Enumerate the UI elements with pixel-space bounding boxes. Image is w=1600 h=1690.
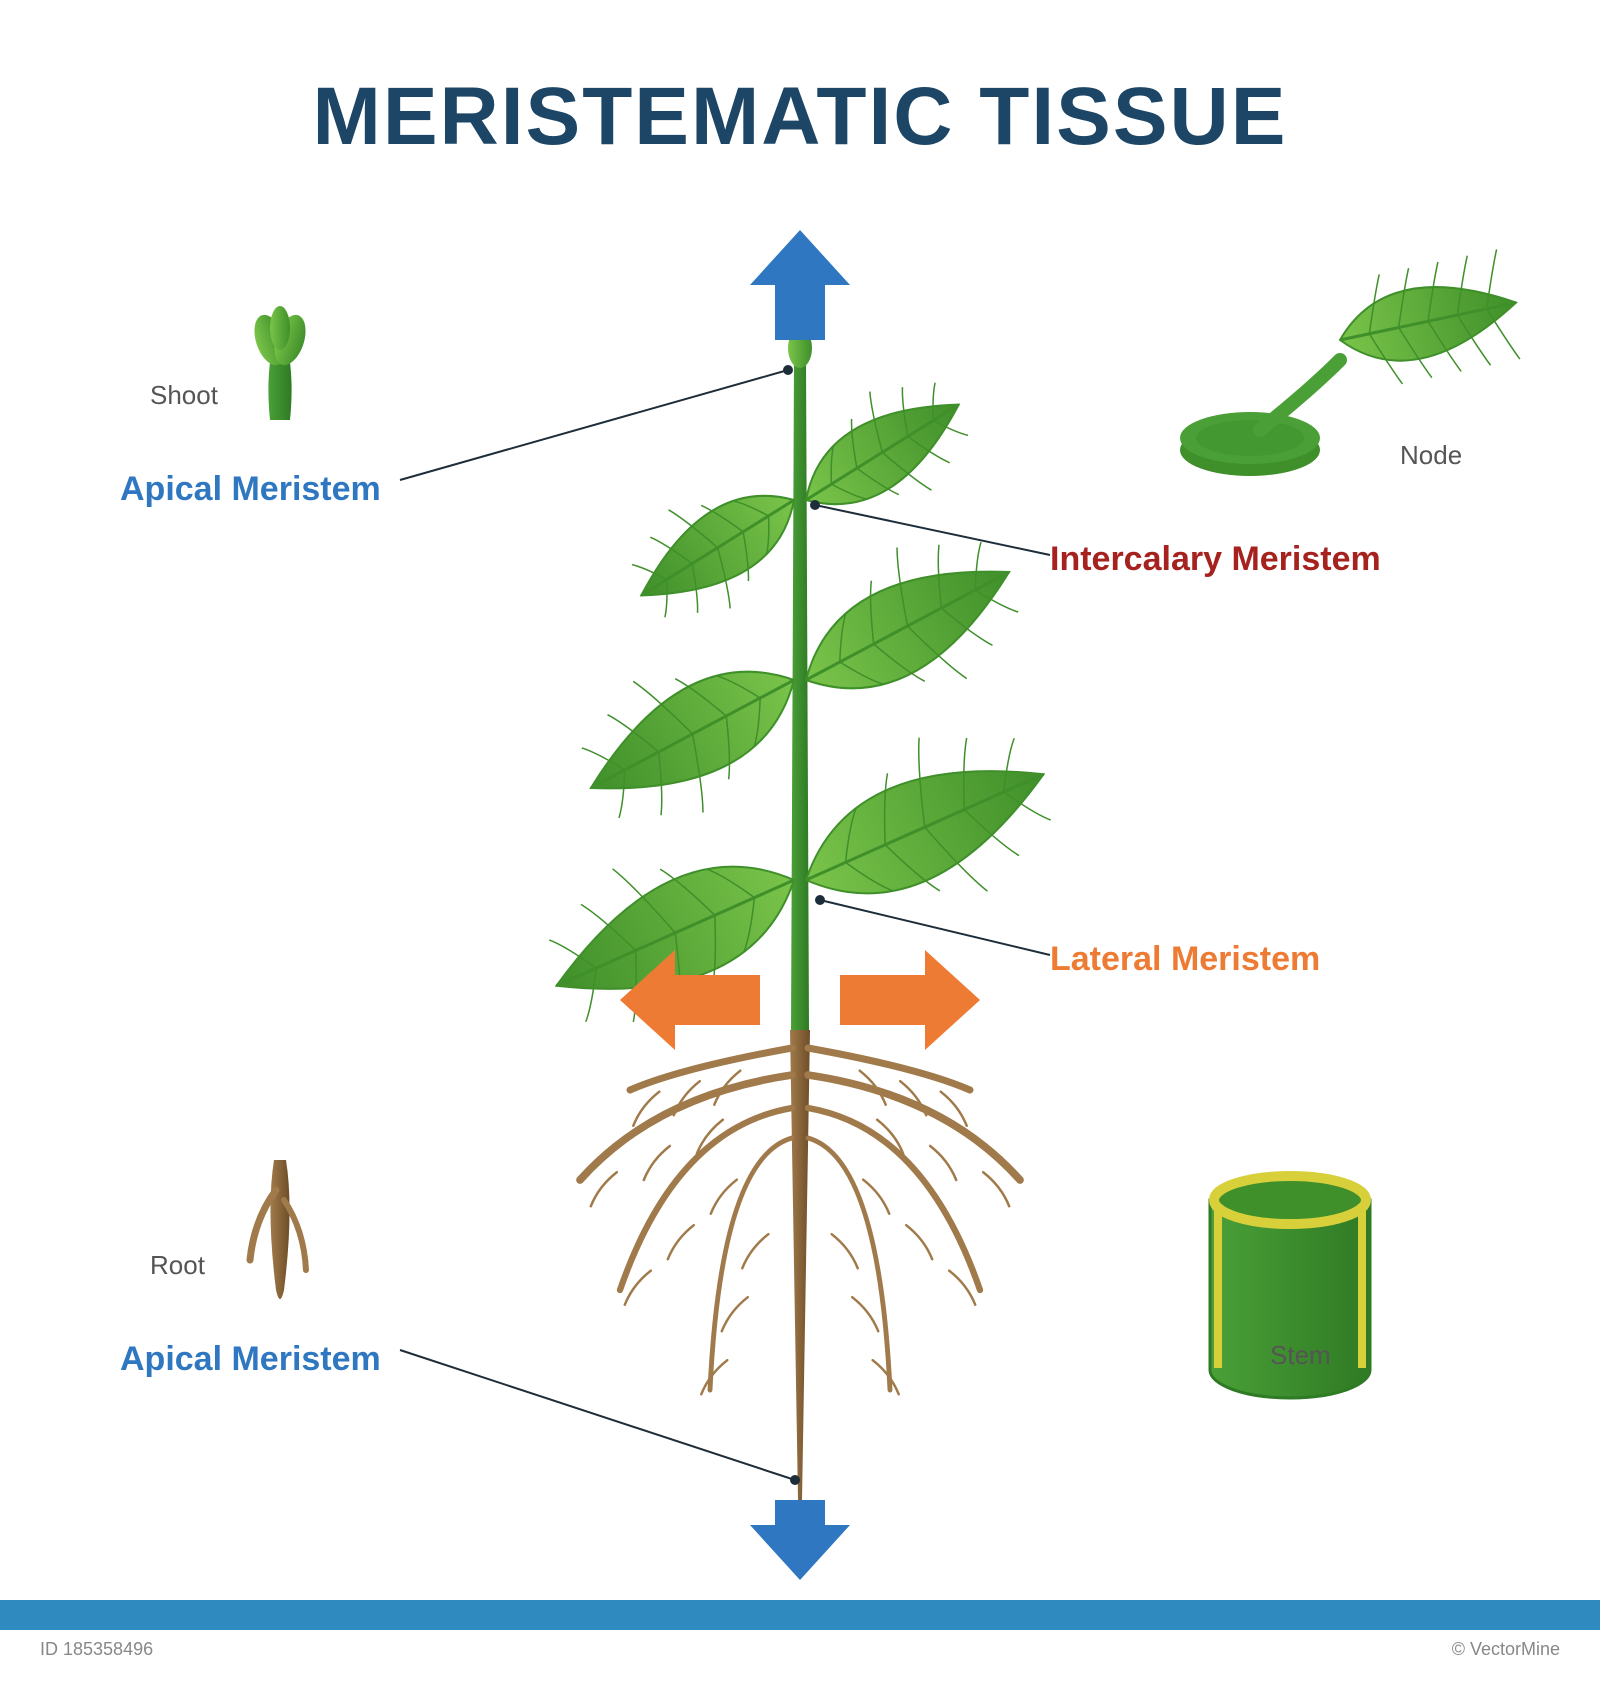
growth-arrow — [750, 1500, 850, 1580]
plant-stem — [791, 351, 809, 1030]
growth-arrow — [750, 230, 850, 340]
growth-arrow — [840, 950, 980, 1050]
node-label: Intercalary Meristem — [1050, 540, 1381, 579]
rootlet — [711, 1180, 737, 1214]
rootlet — [863, 1180, 889, 1214]
rootlet — [722, 1297, 748, 1331]
leaf-icon — [772, 698, 1078, 957]
leader-dot — [783, 365, 793, 375]
rootlet — [860, 1071, 886, 1105]
rootlet — [668, 1225, 694, 1259]
rootlet — [674, 1081, 700, 1115]
rootlet — [644, 1146, 670, 1180]
leaf-icon — [771, 506, 1044, 745]
image-id: ID 185358496 — [40, 1639, 153, 1660]
rootlet — [873, 1360, 899, 1394]
rootlet — [742, 1234, 768, 1268]
growth-arrow — [620, 950, 760, 1050]
lateral-root — [808, 1138, 890, 1390]
lateral-label: Lateral Meristem — [1050, 940, 1320, 979]
diagram-title: MERISTEMATIC TISSUE — [0, 70, 1600, 164]
rootlet — [949, 1271, 975, 1305]
shoot-label: Apical Meristem — [120, 470, 381, 509]
root-sublabel: Root — [150, 1250, 205, 1281]
lateral-root — [580, 1075, 792, 1180]
leader-dot — [810, 500, 820, 510]
rootlet — [852, 1297, 878, 1331]
rootlet — [900, 1081, 926, 1115]
lateral-root — [808, 1075, 1020, 1180]
lateral-root — [808, 1108, 980, 1290]
rootlet — [983, 1172, 1009, 1206]
lateral-root — [808, 1048, 970, 1090]
leaf-icon — [556, 614, 829, 853]
leader-dot — [815, 895, 825, 905]
shoot-icon — [249, 306, 312, 420]
footer-bar — [0, 1600, 1600, 1630]
rootlet — [591, 1172, 617, 1206]
diagram-canvas — [0, 0, 1600, 1690]
rootlet — [625, 1271, 651, 1305]
plant-taproot — [790, 1030, 810, 1508]
lateral-root — [620, 1108, 792, 1290]
root-label: Apical Meristem — [120, 1340, 381, 1379]
rootlet — [906, 1225, 932, 1259]
shoot-bud — [788, 328, 812, 368]
lateral-sublabel: Stem — [1270, 1340, 1331, 1371]
rootlet — [877, 1120, 903, 1154]
rootlet — [701, 1360, 727, 1394]
rootlet — [697, 1120, 723, 1154]
root-icon — [250, 1160, 306, 1299]
rootlet — [930, 1146, 956, 1180]
rootlet — [941, 1092, 967, 1126]
rootlet — [633, 1092, 659, 1126]
leader-line — [400, 370, 788, 480]
leader-line — [820, 900, 1050, 955]
leader-dot — [790, 1475, 800, 1485]
shoot-sublabel: Shoot — [150, 380, 218, 411]
leader-line — [400, 1350, 795, 1480]
lateral-root — [710, 1138, 792, 1390]
leader-line — [815, 505, 1050, 555]
lateral-root — [630, 1048, 792, 1090]
node-sublabel: Node — [1400, 440, 1462, 471]
node-icon — [1180, 248, 1528, 476]
rootlet — [714, 1071, 740, 1105]
leaf-icon — [775, 355, 989, 549]
leaf-icon — [522, 803, 828, 1062]
rootlet — [832, 1234, 858, 1268]
author-credit: © VectorMine — [1452, 1639, 1560, 1660]
leaf-icon — [611, 451, 825, 645]
